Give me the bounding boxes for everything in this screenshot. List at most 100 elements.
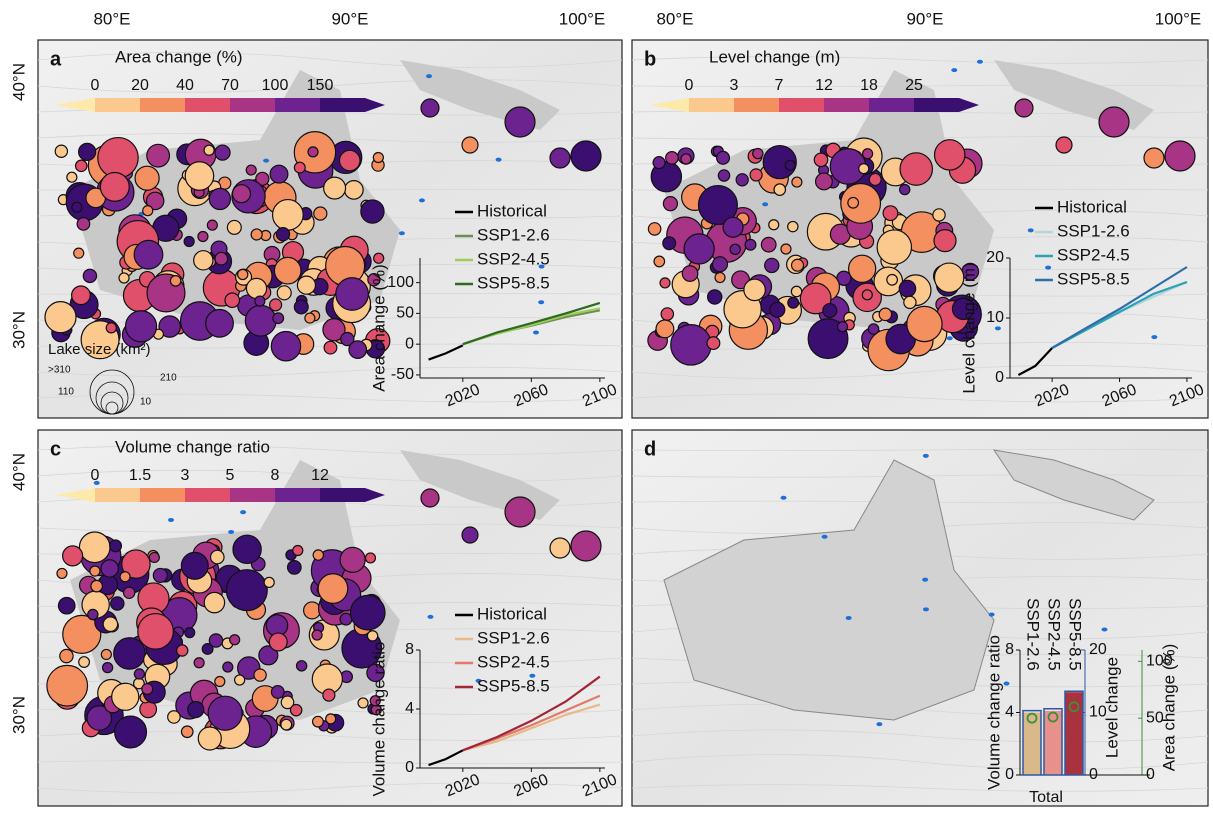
lake xyxy=(419,198,425,202)
lake-marker xyxy=(198,231,208,241)
lake xyxy=(876,722,882,726)
lake-marker xyxy=(142,684,153,695)
lake-marker xyxy=(149,552,159,562)
lake-marker xyxy=(204,592,224,612)
y-tick-label: 0 xyxy=(1005,766,1014,783)
legend-label: Historical xyxy=(477,604,547,623)
lake-marker xyxy=(681,154,691,164)
colorbar-title: Level change (m) xyxy=(709,47,840,66)
figure: 80°E90°E100°E80°E90°E100°E40°N30°N40°N30… xyxy=(0,0,1213,809)
lake-marker xyxy=(358,698,368,708)
y-axis-title: Volume change ratio xyxy=(369,642,388,797)
lake-marker xyxy=(101,649,111,659)
size-legend-label: >310 xyxy=(48,365,71,376)
legend-label: Historical xyxy=(477,201,547,220)
axis-title: Level change xyxy=(1102,657,1121,758)
lake-marker xyxy=(72,286,91,305)
lake-marker xyxy=(135,166,159,190)
size-legend-title: Lake size (km²) xyxy=(48,341,151,358)
lake-marker xyxy=(550,148,570,168)
colorbar-tick-label: 18 xyxy=(860,77,878,94)
lake-marker xyxy=(671,325,711,365)
lake-marker xyxy=(194,658,204,668)
lake-marker xyxy=(761,237,776,252)
lon-label: 80°E xyxy=(656,9,693,28)
lake-marker xyxy=(717,151,730,164)
lake-marker xyxy=(60,649,73,662)
lake-marker xyxy=(730,244,740,254)
y-tick-label: 8 xyxy=(405,641,414,658)
lake-marker xyxy=(684,234,714,264)
lake-marker xyxy=(750,169,762,181)
lake xyxy=(923,607,929,611)
lake-marker xyxy=(297,276,315,294)
colorbar-tick-label: 3 xyxy=(181,467,190,484)
colorbar-segment xyxy=(230,98,275,112)
lake-marker xyxy=(571,141,601,171)
lake-marker xyxy=(1015,99,1033,117)
lake xyxy=(399,231,405,235)
colorbar-tick-label: 7 xyxy=(775,77,784,94)
lake-marker xyxy=(273,200,304,231)
lake-marker xyxy=(223,662,233,672)
lake-marker xyxy=(421,99,439,117)
lake-marker xyxy=(185,628,195,638)
lake-marker xyxy=(246,278,266,298)
lake-marker xyxy=(505,107,535,137)
lake-marker xyxy=(785,160,795,170)
lake-marker xyxy=(770,302,785,317)
lake-marker xyxy=(900,153,932,185)
lake-marker xyxy=(47,665,88,706)
lake-marker xyxy=(313,550,323,560)
panel-label: a xyxy=(50,48,62,70)
colorbar-tick-label: 12 xyxy=(815,77,833,94)
colorbar-segment xyxy=(230,488,275,502)
lake-marker xyxy=(185,162,213,190)
lake-marker xyxy=(254,669,266,681)
lake-marker xyxy=(198,727,221,750)
colorbar-segment xyxy=(185,98,230,112)
lake-marker xyxy=(274,257,301,284)
lake-marker xyxy=(281,719,292,730)
lake-marker xyxy=(98,138,138,178)
lake-marker xyxy=(904,296,916,308)
lake-marker xyxy=(324,341,337,354)
lake-marker xyxy=(114,638,145,669)
lake-marker xyxy=(106,323,116,333)
lake-marker xyxy=(788,221,798,231)
lake-marker xyxy=(859,164,869,174)
lake-marker xyxy=(653,157,665,169)
lake-marker xyxy=(862,290,872,300)
lat-label: 30°N xyxy=(9,696,28,734)
lake-marker xyxy=(91,580,103,592)
colorbar-tick-label: 0 xyxy=(685,77,694,94)
lake-marker xyxy=(1056,137,1072,153)
lon-label: 100°E xyxy=(1155,9,1202,28)
lake-marker xyxy=(57,568,67,578)
lake-marker xyxy=(933,209,945,221)
lake-marker xyxy=(887,275,898,286)
lake-marker xyxy=(181,726,193,738)
lake-marker xyxy=(712,257,727,272)
lake-marker xyxy=(246,165,256,175)
lake-marker xyxy=(119,273,129,283)
lake-marker xyxy=(863,149,873,159)
y-tick-label: 8 xyxy=(1005,641,1014,658)
lake xyxy=(1151,335,1157,339)
lake-marker xyxy=(1165,141,1195,171)
lake-marker xyxy=(290,704,301,715)
lake-marker xyxy=(168,711,180,723)
lake-marker xyxy=(74,248,84,258)
legend-label: SSP2-4.5 xyxy=(1057,245,1130,264)
colorbar-segment xyxy=(140,488,185,502)
lake-marker xyxy=(841,183,881,223)
lake-marker xyxy=(170,276,180,286)
lake-marker xyxy=(339,150,360,171)
lake-marker xyxy=(238,269,248,279)
lake xyxy=(1101,628,1107,632)
lake-marker xyxy=(120,572,130,582)
lake-marker xyxy=(294,162,305,173)
lake-marker xyxy=(792,259,804,271)
lake-marker xyxy=(336,278,369,311)
y-axis-title: Level change (m) xyxy=(959,262,978,393)
